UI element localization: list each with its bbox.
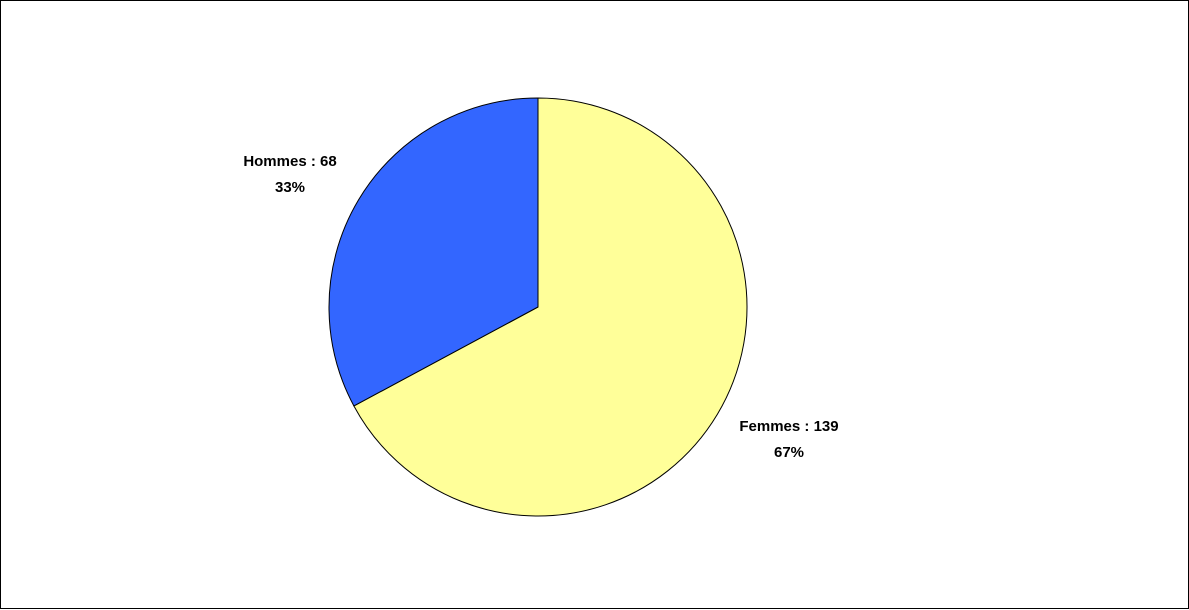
pie-slices [328, 97, 748, 517]
slice-label-hommes: Hommes : 68 [243, 153, 336, 170]
slice-percent-hommes: 33% [275, 179, 305, 196]
pie-slice-hommes [328, 97, 539, 407]
pie-labels: Femmes : 139 67% Hommes : 68 33% [243, 153, 838, 461]
slice-label-femmes: Femmes : 139 [739, 418, 838, 435]
pie-slice-femmes [353, 97, 748, 517]
slice-percent-femmes: 67% [774, 444, 804, 461]
